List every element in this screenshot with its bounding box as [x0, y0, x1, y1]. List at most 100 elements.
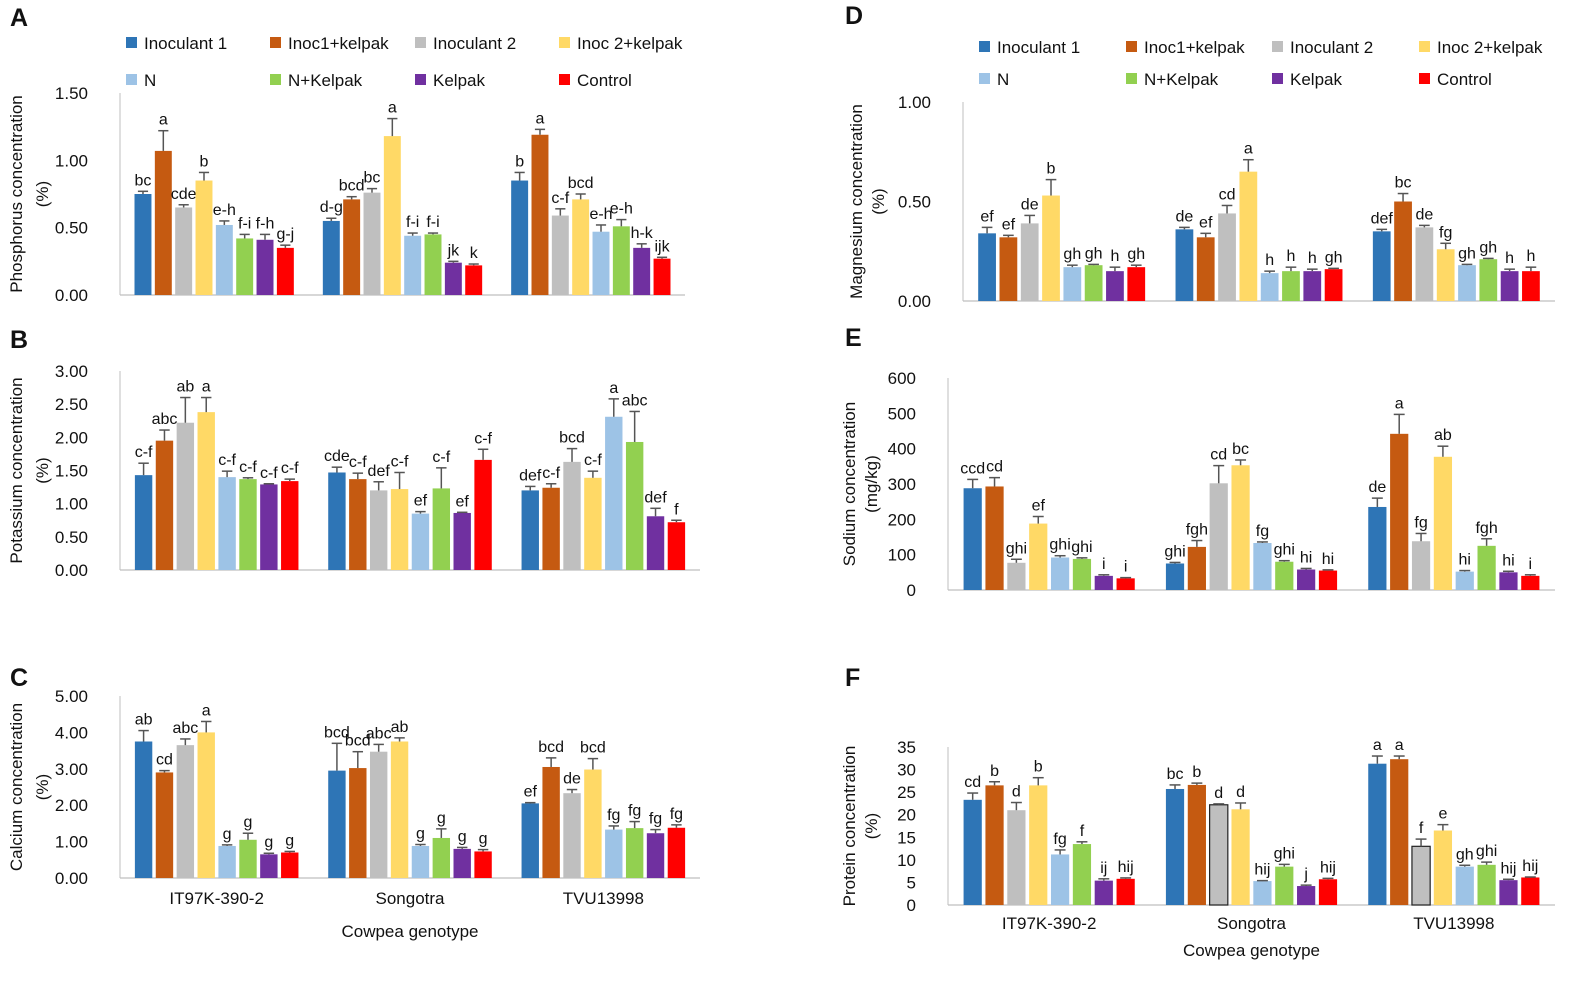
significance-label: def	[368, 463, 391, 480]
y-axis-unit: (%)	[869, 188, 888, 214]
y-tick-label: 400	[888, 440, 916, 459]
legend-swatch	[126, 74, 137, 85]
significance-label: a	[388, 100, 397, 117]
legend-label: N	[144, 71, 156, 90]
y-tick-label: 300	[888, 475, 916, 494]
bar-e-6-2	[1275, 561, 1294, 590]
significance-label: gh	[1063, 246, 1081, 263]
x-tick-label: IT97K-390-2	[169, 889, 264, 908]
significance-label: a	[536, 110, 545, 127]
significance-label: hij	[1118, 859, 1134, 876]
bar-e-3-1	[1007, 562, 1026, 590]
significance-label: ccd	[960, 460, 985, 477]
bar-f-4-1	[1029, 785, 1048, 905]
bar-b-3-2	[369, 490, 388, 570]
y-tick-label: 1.00	[55, 495, 88, 514]
significance-label: def	[644, 489, 667, 506]
significance-label: f-i	[406, 214, 419, 231]
legend-swatch	[1419, 41, 1430, 52]
significance-label: fg	[1414, 514, 1427, 531]
y-tick-label: 0.00	[898, 292, 931, 311]
bar-b-5-3	[605, 416, 623, 570]
bar-c-8-2	[474, 851, 492, 878]
x-tick-label: Songotra	[1217, 914, 1287, 933]
significance-label: bc	[364, 170, 381, 187]
significance-label: f	[1419, 820, 1424, 837]
significance-label: d	[1214, 785, 1223, 802]
significance-label: a	[202, 702, 211, 719]
significance-label: b	[1192, 764, 1201, 781]
bar-d-3-2	[1218, 213, 1236, 301]
significance-label: g	[416, 826, 425, 843]
y-tick-label: 0.50	[55, 219, 88, 238]
significance-label: hij	[1254, 862, 1270, 879]
bar-a-3-2	[363, 192, 381, 295]
significance-label: gh	[1479, 239, 1497, 256]
significance-label: ef	[1199, 214, 1213, 231]
legend-label: Control	[1437, 70, 1492, 89]
y-axis-label: Sodium concentration	[840, 402, 859, 566]
bar-b-1-2	[328, 472, 346, 570]
bar-e-2-1	[985, 486, 1004, 590]
y-axis-unit: (%)	[33, 181, 52, 207]
bar-a-2-1	[154, 150, 172, 295]
bar-b-1-3	[521, 490, 539, 570]
legend-swatch	[270, 74, 281, 85]
bar-d-8-1	[1127, 267, 1146, 301]
bar-a-2-2	[343, 199, 361, 295]
significance-label: ghi	[1476, 843, 1497, 860]
y-tick-label: 0.50	[898, 193, 931, 212]
significance-label: f-i	[238, 215, 251, 232]
bar-d-1-2	[1175, 229, 1194, 301]
bar-d-6-1	[1084, 265, 1103, 301]
panel-c: C Calcium concentration (%) 0.00 1.00 2.00 3.0…	[7, 664, 700, 941]
y-tick-label: 2.50	[55, 395, 88, 414]
significance-label: ef	[456, 493, 470, 510]
significance-label: fg	[670, 806, 683, 823]
y-tick-label: 0.00	[55, 869, 88, 888]
significance-label: f	[674, 501, 679, 518]
y-tick-label: 0.50	[55, 528, 88, 547]
panel-d: D Magnesium concentration (%) 0.00 0.50 1.00 e…	[845, 2, 1555, 311]
bar-f-3-2	[1209, 804, 1229, 906]
y-tick-label: 4.00	[55, 723, 88, 742]
bar-c-8-3	[667, 827, 686, 878]
bar-b-2-2	[349, 479, 367, 570]
legend-label: Inoculant 2	[433, 34, 516, 53]
significance-label: fg	[1256, 523, 1269, 540]
x-axis-title: Cowpea genotype	[341, 922, 478, 941]
significance-label: ef	[524, 784, 538, 801]
bar-a-6-2	[424, 234, 442, 295]
significance-label: bcd	[345, 733, 371, 750]
significance-label: cd	[1219, 186, 1236, 203]
bar-d-5-1	[1063, 267, 1082, 301]
significance-label: hi	[1459, 552, 1471, 569]
significance-label: bcd	[324, 724, 350, 741]
bar-c-5-2	[411, 845, 430, 878]
significance-label: d-g	[320, 199, 343, 216]
bar-e-1-2	[1165, 563, 1185, 590]
bar-b-2-3	[542, 487, 560, 570]
bar-b-7-1	[260, 484, 278, 570]
bar-f-1-3	[1368, 763, 1387, 905]
significance-label: e-h	[213, 202, 236, 219]
x-tick-label: TVU13998	[563, 889, 644, 908]
legend-swatch	[1126, 41, 1137, 52]
significance-label: ghi	[1049, 537, 1070, 554]
significance-label: c-f	[135, 444, 153, 461]
significance-label: c-f	[281, 460, 299, 477]
significance-label: gh	[1325, 249, 1343, 266]
y-tick-label: 3.00	[55, 760, 88, 779]
bar-e-4-1	[1029, 523, 1048, 590]
y-axis-label: Phosphorus concentration	[7, 95, 26, 293]
significance-label: hij	[1320, 859, 1336, 876]
legend-label: Inoc 2+kelpak	[577, 34, 683, 53]
bar-f-3-3	[1411, 845, 1431, 906]
legend-label: Inoc1+kelpak	[288, 34, 389, 53]
significance-label: c-f	[391, 453, 409, 470]
bar-b-1-1	[134, 475, 153, 570]
significance-label: d	[1012, 784, 1021, 801]
legend-label: Inoculant 1	[144, 34, 227, 53]
bar-f-1-1	[963, 799, 982, 905]
